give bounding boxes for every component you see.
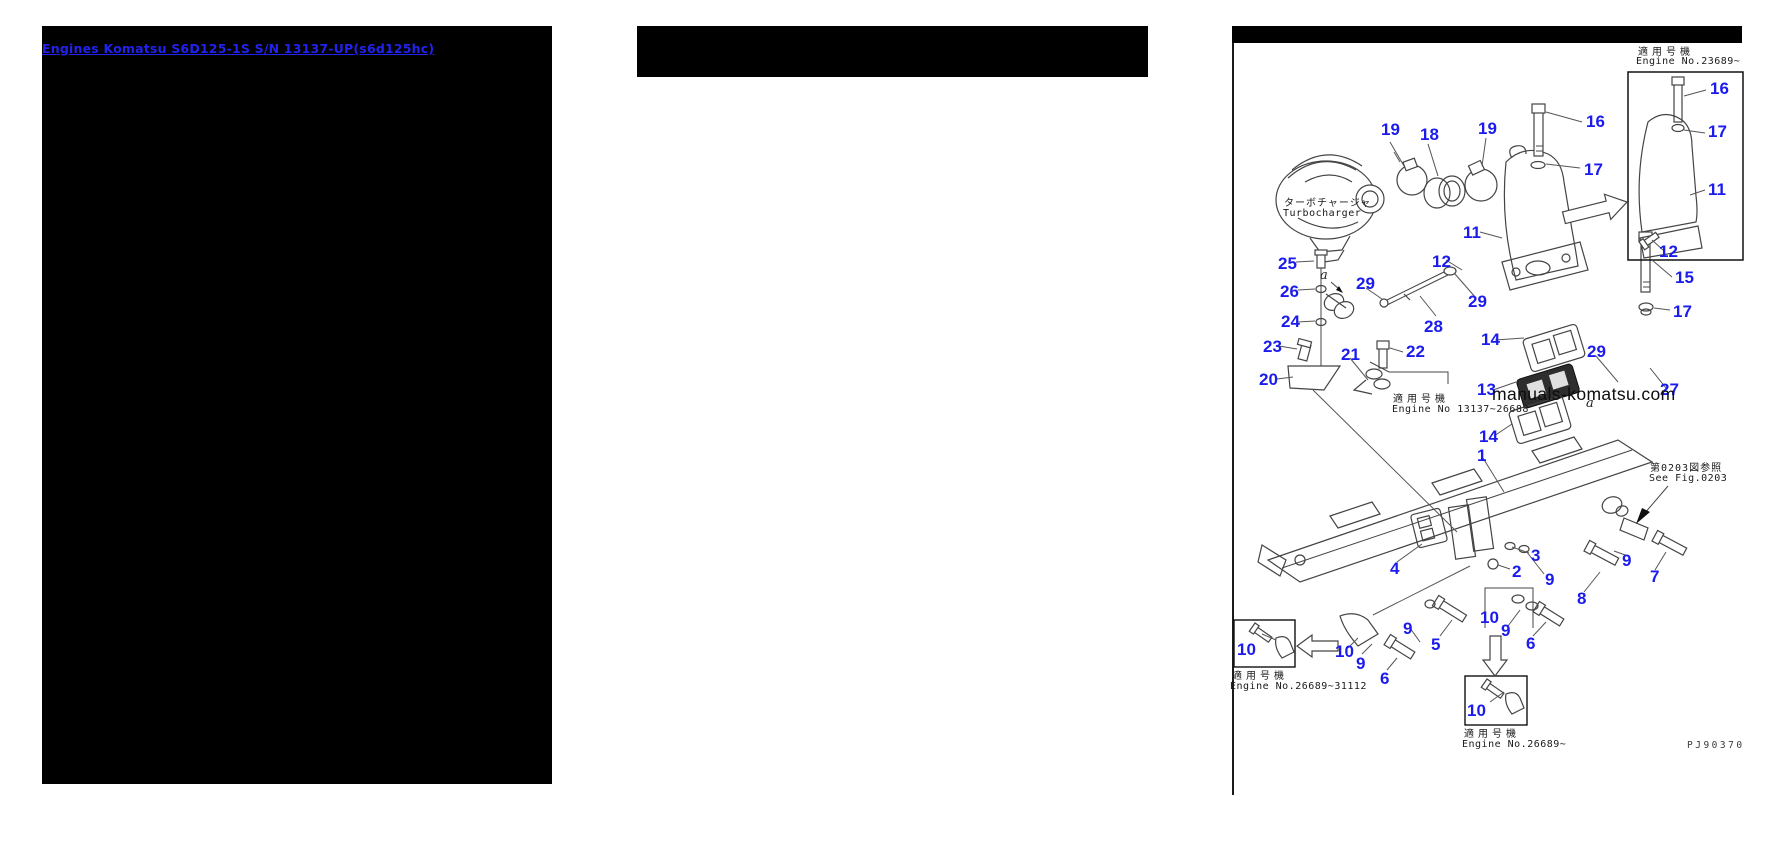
box1-serial-en: Engine No.26689~31112: [1230, 681, 1367, 692]
ref-letter-a: a: [1586, 396, 1594, 411]
part-label-29: 29: [1468, 292, 1487, 311]
part-label-8: 8: [1577, 589, 1587, 608]
left-redacted-panel: [42, 26, 552, 784]
turbo-label-jp: ターボチャージャ: [1284, 198, 1372, 209]
elbow-drawing: [1501, 145, 1589, 291]
gasket14a-drawing: [1522, 323, 1586, 373]
part-label-11: 11: [1463, 223, 1481, 242]
part-label-14: 14: [1479, 427, 1498, 446]
page-code: PJ90370: [1687, 740, 1745, 751]
part-label-12: 12: [1659, 242, 1678, 261]
gasket4-drawing: [1410, 507, 1448, 549]
part-label-12: 12: [1432, 252, 1451, 271]
leader-lines: [1261, 89, 1707, 703]
part-label-16: 16: [1586, 112, 1605, 131]
part-label-4: 4: [1390, 559, 1400, 578]
part-label-28: 28: [1424, 317, 1443, 336]
part-label-9: 9: [1545, 570, 1555, 589]
part-label-27: 27: [1660, 380, 1679, 399]
mid-serial-en: Engine No 13137~26688: [1392, 404, 1529, 415]
part-label-9: 9: [1403, 619, 1413, 638]
part-label-1: 1: [1477, 446, 1487, 465]
part-label-22: 22: [1406, 342, 1425, 361]
part-label-24: 24: [1281, 312, 1300, 331]
part-label-29: 29: [1356, 274, 1375, 293]
part-label-9: 9: [1622, 551, 1632, 570]
part-label-2: 2: [1512, 562, 1522, 581]
hose-clamp-drawing: [1396, 157, 1498, 209]
box2-serial-en: Engine No.26689~: [1462, 739, 1567, 750]
part-label-18: 18: [1420, 125, 1439, 144]
inset-box2-drawing: [1464, 675, 1528, 726]
see-fig-jp: 第0203図参照: [1650, 463, 1723, 474]
callout-bracket-mid: [1369, 361, 1449, 384]
header-serial-en: Engine No.23689~: [1636, 56, 1741, 67]
part-label-10: 10: [1237, 640, 1256, 659]
inset-box-drawing: [1627, 71, 1744, 261]
part-label-17: 17: [1584, 160, 1603, 179]
box2-serial-jp: 適用号機: [1464, 729, 1520, 740]
part-label-19: 19: [1478, 119, 1497, 138]
part-label-25: 25: [1278, 254, 1297, 273]
valve-parts-drawing: [1287, 249, 1355, 391]
part-label-9: 9: [1501, 621, 1511, 640]
see-fig-en: See Fig.0203: [1649, 473, 1728, 484]
part-label-11: 11: [1708, 180, 1726, 199]
arrow-down-icon: [1481, 635, 1509, 677]
mid-serial-jp: 適用号機: [1393, 394, 1449, 405]
ref-letter-a: a: [1320, 268, 1328, 283]
arrow-right-icon: [1561, 193, 1629, 225]
bracket21-drawing: [1352, 340, 1391, 395]
rod28-drawing: [1379, 266, 1457, 308]
part-label-16: 16: [1710, 79, 1729, 98]
diagram-page-border: [1232, 43, 1234, 795]
turbo-label-en: Turbocharger: [1283, 208, 1362, 219]
part-label-20: 20: [1259, 370, 1278, 389]
part-label-15: 15: [1675, 268, 1694, 287]
box1-serial-jp: 適用号機: [1232, 671, 1288, 682]
part-label-13: 13: [1477, 380, 1496, 399]
part-label-19: 19: [1381, 120, 1400, 139]
part-label-17: 17: [1708, 122, 1727, 141]
document-link[interactable]: Engines Komatsu S6D125-1S S/N 13137-UP(s…: [42, 41, 435, 56]
ref-a-arrow: [1330, 281, 1343, 293]
bolt16-drawing: [1530, 103, 1546, 170]
part-label-3: 3: [1531, 546, 1541, 565]
middle-redacted-banner: [637, 26, 1148, 77]
part-label-7: 7: [1650, 567, 1660, 586]
part-label-10: 10: [1335, 642, 1354, 661]
part-label-9: 9: [1356, 654, 1366, 673]
gasket14b-drawing: [1508, 395, 1572, 445]
part-label-23: 23: [1263, 337, 1282, 356]
manifold-drawing: [1257, 436, 1654, 583]
diagram-redacted-titlebar: [1232, 26, 1742, 43]
part-label-21: 21: [1341, 345, 1360, 364]
part-label-10: 10: [1467, 701, 1486, 720]
inset-box1-drawing: [1233, 619, 1296, 668]
callout-bracket-10: [1484, 587, 1534, 628]
part-label-26: 26: [1280, 282, 1299, 301]
part-label-14: 14: [1481, 330, 1500, 349]
part-label-6: 6: [1380, 669, 1390, 688]
part-label-29: 29: [1587, 342, 1606, 361]
see-fig-arrow: [1636, 485, 1669, 524]
turbocharger-drawing: [1275, 154, 1385, 263]
part13-drawing: [1516, 363, 1580, 409]
arrow-left-icon: [1295, 633, 1339, 659]
part-label-6: 6: [1526, 634, 1536, 653]
header-serial-jp: 適用号機: [1638, 47, 1694, 58]
part-label-17: 17: [1673, 302, 1692, 321]
lower-hardware-drawing: [1339, 529, 1688, 660]
part-label-10: 10: [1480, 608, 1499, 627]
part-label-5: 5: [1431, 635, 1441, 654]
watermark: manuals-komatsu.com: [1492, 384, 1676, 404]
